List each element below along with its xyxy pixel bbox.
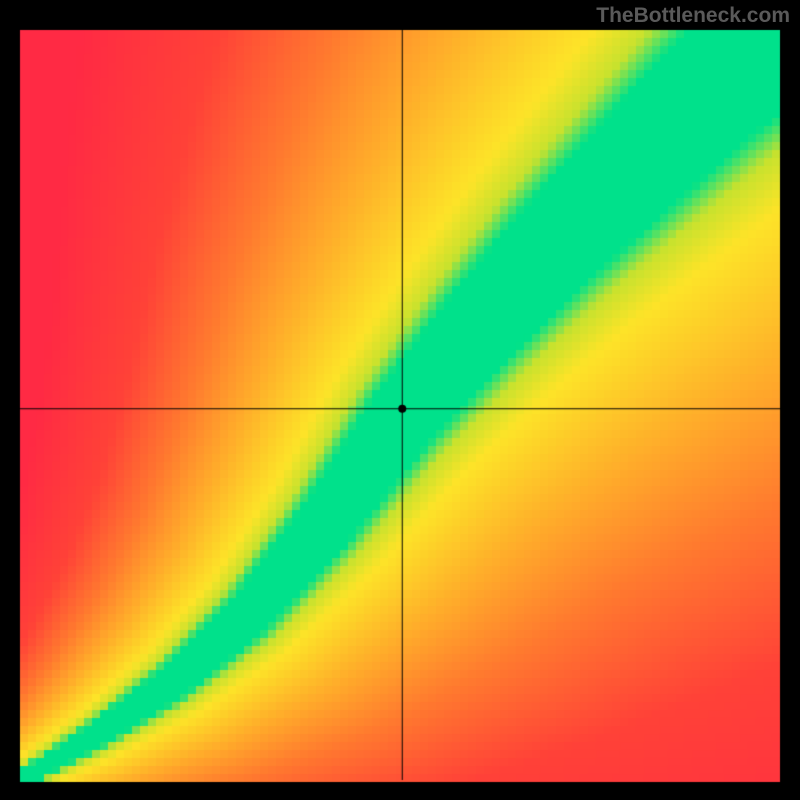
watermark-text: TheBottleneck.com [596, 4, 790, 28]
heatmap-canvas [0, 0, 800, 800]
chart-container: { "watermark": { "text": "TheBottleneck.… [0, 0, 800, 800]
